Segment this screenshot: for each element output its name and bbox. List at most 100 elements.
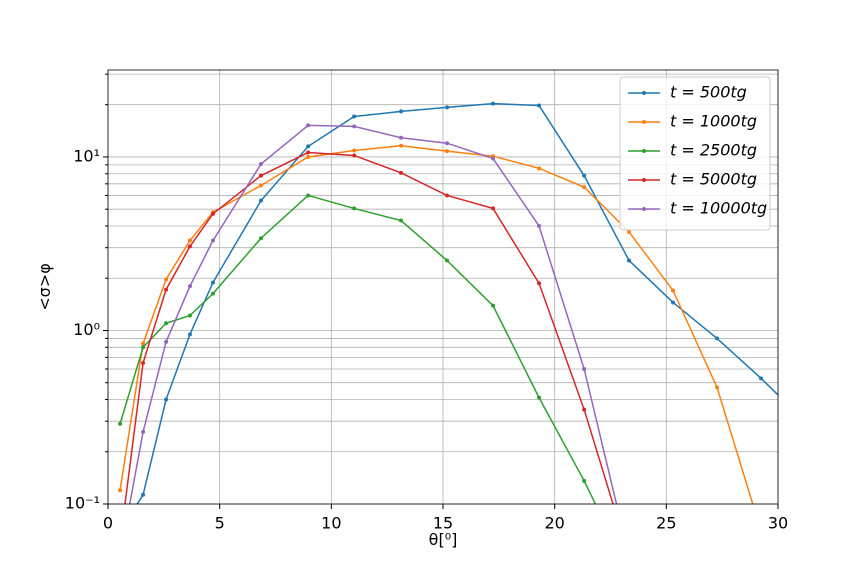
point [141,360,146,365]
point [803,419,807,423]
point [164,287,169,292]
legend-label: t = 500tg [670,83,747,102]
point [118,529,122,533]
point [187,244,192,249]
point [164,339,169,344]
point [210,211,215,216]
point [187,284,192,289]
y-tick-label: 10⁰ [73,320,100,339]
point [671,288,676,293]
point [352,148,357,153]
legend-marker [642,120,646,124]
series-line [119,194,597,504]
point [627,229,632,234]
point [445,193,450,198]
point [141,492,146,497]
point [759,529,763,533]
point [627,554,631,558]
point [164,277,169,282]
point [537,281,542,286]
point [582,366,587,371]
point [258,236,263,241]
point [759,376,764,381]
point [582,185,587,190]
x-tick-label: 0 [103,514,113,533]
point [627,554,631,558]
legend: t = 500tg t = 1000tg t = 2500tg t = 5000tg t… [619,76,771,231]
point [118,554,122,558]
point [352,206,357,211]
y-axis-label: <σ>φ [35,263,54,311]
point [491,206,496,211]
point [306,144,311,149]
x-tick-label: 10 [321,514,341,533]
point [210,280,215,285]
point [537,395,542,400]
point [715,385,720,390]
point [399,218,404,223]
point [210,291,215,296]
x-tick-label: 15 [433,514,453,533]
point [141,429,146,434]
point [258,162,263,167]
point [306,123,311,128]
point [141,345,146,350]
point [118,488,123,493]
point [399,170,404,175]
point [399,143,404,148]
point [491,303,496,308]
point [537,103,542,108]
point [306,150,311,155]
series-line [128,124,618,504]
legend-label: t = 2500tg [670,141,757,160]
y-tick-label: 10¹ [73,146,100,165]
point [141,341,146,346]
point [582,478,587,483]
point [537,166,542,171]
point [399,135,404,140]
point [306,154,311,159]
point [399,109,404,114]
point [210,238,215,243]
point [537,224,542,229]
x-tick-label: 5 [215,514,225,533]
point [671,300,676,305]
x-axis-label: θ[⁰] [429,530,458,549]
point [445,149,450,154]
point [491,156,496,161]
point [352,153,357,158]
point [258,173,263,178]
point [582,173,587,178]
point [187,332,192,337]
legend-box [619,76,771,231]
x-tick-label: 25 [656,514,676,533]
point [352,124,357,129]
point [118,540,122,544]
legend-marker [642,178,646,182]
point [187,313,192,318]
point [258,198,263,203]
legend-label: t = 10000tg [670,199,767,218]
point [627,571,631,575]
point [164,397,169,402]
point [445,141,450,146]
point [445,105,450,110]
point [118,421,123,426]
y-tick-label: 10⁻¹ [65,494,100,513]
point [582,407,587,412]
point [164,321,169,326]
point [491,101,496,106]
series-line [124,151,614,504]
axes: 0 5 10 15 20 25 30 10⁻¹ 10⁰ 10¹ [65,73,788,533]
point [306,193,311,198]
legend-marker [642,91,646,95]
x-tick-label: 30 [768,514,788,533]
point [258,183,263,188]
point [445,258,450,263]
series-line [136,102,778,504]
legend-label: t = 5000tg [670,170,757,189]
legend-label: t = 1000tg [670,112,757,131]
point [352,114,357,119]
